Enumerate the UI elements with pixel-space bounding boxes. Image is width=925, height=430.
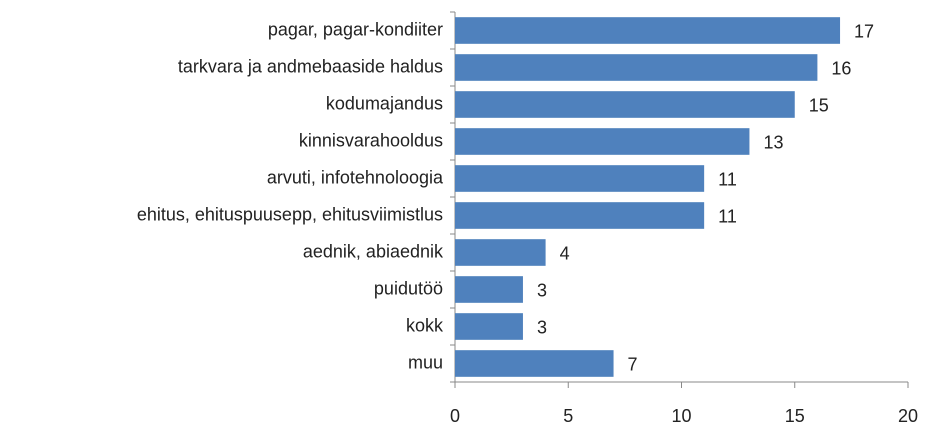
bar <box>455 165 705 192</box>
value-label: 17 <box>854 21 874 41</box>
y-tick-label: puidutöö <box>374 278 443 298</box>
bar <box>455 313 523 340</box>
y-tick-label: kinnisvarahooldus <box>299 130 443 150</box>
bar <box>455 202 705 229</box>
value-label: 3 <box>537 317 547 337</box>
bar <box>455 276 523 303</box>
value-label: 7 <box>628 354 638 374</box>
bar <box>455 239 546 266</box>
x-tick-label: 5 <box>563 406 573 426</box>
value-label: 3 <box>537 280 547 300</box>
x-tick-label: 15 <box>785 406 805 426</box>
x-tick-label: 20 <box>898 406 918 426</box>
bar <box>455 350 614 377</box>
x-tick-label: 0 <box>450 406 460 426</box>
x-tick-label: 10 <box>671 406 691 426</box>
value-label: 11 <box>718 169 737 189</box>
y-tick-label: tarkvara ja andmebaaside haldus <box>178 56 443 76</box>
y-tick-label: muu <box>408 352 443 372</box>
y-tick-label: ehitus, ehituspuusepp, ehitusviimistlus <box>137 204 443 224</box>
value-label: 4 <box>560 243 570 263</box>
y-tick-label: aednik, abiaednik <box>303 241 444 261</box>
bar <box>455 54 818 81</box>
value-label: 16 <box>831 58 851 78</box>
bar <box>455 17 841 44</box>
y-tick-label: pagar, pagar-kondiiter <box>268 19 443 39</box>
y-tick-label: arvuti, infotehnoloogia <box>267 167 444 187</box>
y-tick-label: kokk <box>406 315 444 335</box>
y-tick-label: kodumajandus <box>326 93 443 113</box>
value-label: 11 <box>718 206 737 226</box>
value-label: 13 <box>763 132 783 152</box>
bar <box>455 91 795 118</box>
value-label: 15 <box>809 95 829 115</box>
bar <box>455 128 750 155</box>
